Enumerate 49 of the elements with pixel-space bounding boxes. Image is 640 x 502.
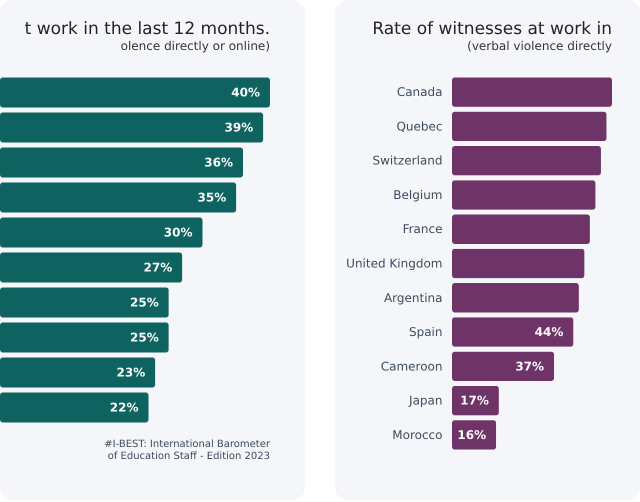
chart-title: Rate of witnesses at work in [372, 19, 612, 39]
y-tick-label: Belgium [393, 188, 442, 202]
data-label: 25% [130, 296, 159, 310]
data-label: 35% [198, 190, 226, 204]
y-tick-label: Canada [396, 85, 442, 100]
bar [452, 352, 554, 382]
data-label: 39% [224, 120, 254, 134]
bar [0, 77, 270, 108]
bar [0, 112, 264, 143]
chart-subtitle: olence directly or online) [120, 39, 270, 53]
bar [0, 287, 169, 318]
y-tick-label: Cameroon [380, 359, 442, 374]
data-label: 44% [534, 325, 564, 340]
chart-title: t work in the last 12 months. [24, 19, 270, 39]
data-label: 17% [460, 394, 489, 408]
bar [452, 317, 574, 347]
bar [452, 214, 590, 244]
y-tick-label: Spain [408, 325, 442, 340]
bar [0, 147, 243, 178]
y-tick-label: Argentina [384, 290, 442, 305]
data-label: 30% [164, 226, 192, 240]
chart-subtitle: (verbal violence directly [467, 39, 612, 53]
data-label: 36% [204, 156, 233, 170]
y-tick-label: France [402, 222, 442, 236]
data-label: 23% [116, 366, 146, 380]
bar [452, 283, 579, 313]
data-label: 22% [110, 400, 138, 414]
data-label: 27% [144, 260, 172, 274]
bar [452, 112, 606, 142]
text: #I-BEST: International Barometer of Education Staff - Edition 2023 [104, 439, 271, 462]
y-tick-label: Switzerland [372, 154, 442, 168]
data-label: 25% [130, 330, 159, 344]
y-tick-label: Japan [408, 394, 442, 408]
data-label: 16% [457, 428, 486, 442]
bar [0, 252, 182, 283]
bar [0, 357, 156, 388]
y-tick-label: Quebec [396, 119, 442, 134]
bar [452, 77, 612, 107]
bar [452, 180, 596, 210]
bar [452, 146, 601, 176]
data-label: 37% [515, 359, 544, 374]
bar [452, 248, 584, 278]
data-label: 40% [231, 86, 260, 100]
bar [0, 217, 202, 248]
bar [0, 182, 236, 213]
y-tick-label: United Kingdom [346, 256, 442, 270]
y-tick-label: Morocco [392, 428, 442, 442]
bar [0, 322, 169, 353]
bar [0, 392, 148, 423]
